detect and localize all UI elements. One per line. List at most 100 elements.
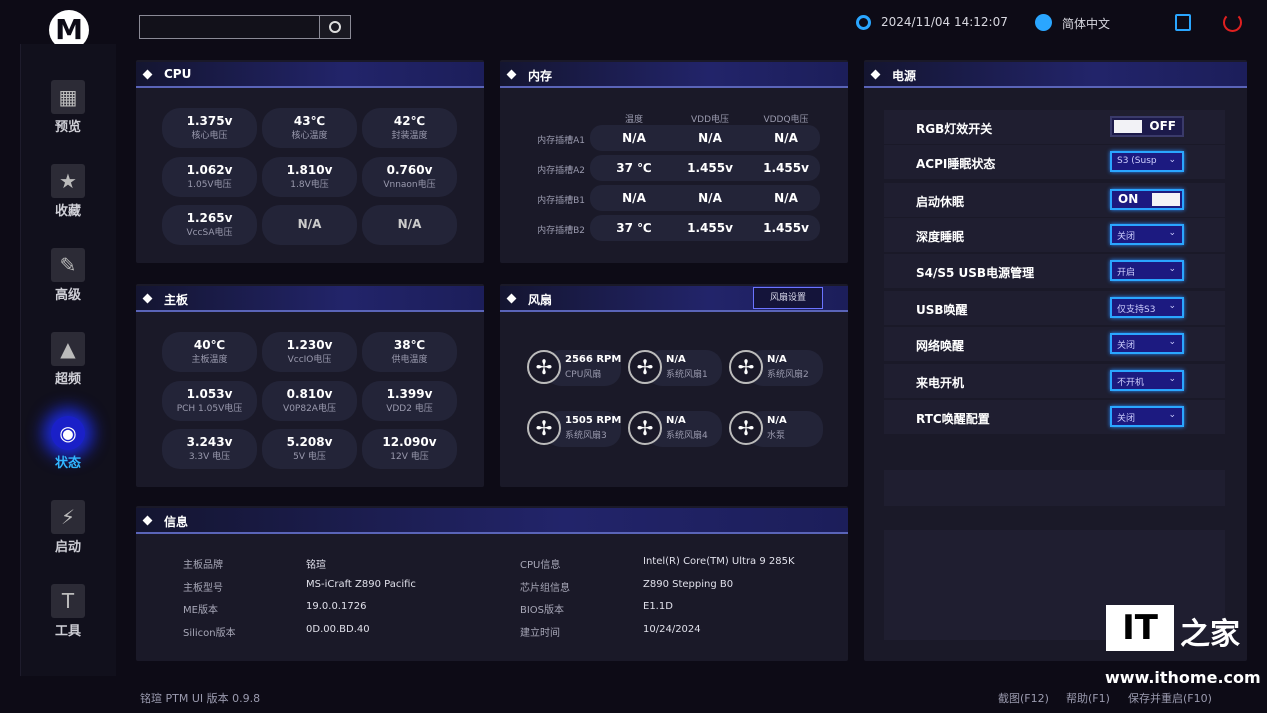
hammer-icon: T: [51, 584, 85, 618]
stat-value: 1.399v: [386, 387, 433, 401]
select-dropdown[interactable]: 不开机 ⌄: [1110, 370, 1184, 391]
cpu-stat-tile: N/A: [362, 205, 457, 245]
select-dropdown[interactable]: 关闭 ⌄: [1110, 333, 1184, 354]
cpu-stat-tile: 1.810v 1.8V电压: [262, 157, 357, 197]
save-restart-button[interactable]: 保存并重启(F10): [1128, 692, 1212, 705]
fan-item: ✢ N/A 系统风扇4: [628, 409, 722, 447]
stat-value: 1.375v: [186, 114, 233, 128]
memory-value: 1.455v: [763, 221, 809, 235]
info-label: BIOS版本: [520, 605, 565, 616]
fan-settings-button[interactable]: 风扇设置: [753, 287, 823, 309]
fan-icon: ✢: [527, 411, 561, 445]
cpu-stat-tile: 42℃ 封装温度: [362, 108, 457, 148]
memory-row: [590, 215, 820, 241]
info-value: E1.1D: [643, 601, 673, 612]
language-selector[interactable]: 简体中文: [1062, 17, 1111, 31]
info-value: Intel(R) Core(TM) Ultra 9 285K: [643, 556, 795, 567]
memory-row: [590, 125, 820, 151]
info-label: 建立时间: [520, 627, 560, 639]
fan-speed: 2566 RPM: [565, 354, 622, 365]
save-icon[interactable]: [1175, 14, 1191, 31]
setting-label: 深度睡眠: [916, 230, 965, 244]
chevron-down-icon: ⌄: [1168, 374, 1176, 384]
info-label: 芯片组信息: [520, 582, 570, 594]
setting-label: RGB灯效开关: [916, 122, 993, 136]
stat-label: VDD2 电压: [386, 404, 433, 414]
sidebar-item-3[interactable]: ▲ 超频: [28, 332, 108, 387]
sidebar-item-5[interactable]: ⚡ 启动: [28, 500, 108, 555]
info-label: Silicon版本: [183, 627, 236, 639]
sidebar-item-1[interactable]: ★ 收藏: [28, 164, 108, 219]
memory-value: 1.455v: [763, 161, 809, 175]
fan-speed: N/A: [767, 415, 787, 426]
power-setting-row: 深度睡眠 关闭 ⌄: [884, 218, 1225, 252]
fan-label: CPU风扇: [565, 370, 602, 380]
stat-label: 1.05V电压: [187, 180, 232, 190]
select-dropdown[interactable]: 仅支持S3 ⌄: [1110, 297, 1184, 318]
power-setting-row: USB唤醒 仅支持S3 ⌄: [884, 291, 1225, 325]
search-button[interactable]: [319, 15, 351, 39]
stat-label: 供电温度: [391, 355, 428, 365]
toggle-switch[interactable]: ON: [1110, 189, 1184, 210]
stat-value: 0.810v: [286, 387, 333, 401]
globe-icon[interactable]: [1035, 14, 1052, 31]
chevron-down-icon: ⌄: [1168, 337, 1176, 347]
stat-value: 3.243v: [186, 435, 233, 449]
stat-label: VccIO电压: [287, 355, 332, 365]
memory-column-header: 温度: [624, 115, 643, 125]
board-stat-tile: 5.208v 5V 电压: [262, 429, 357, 469]
cpu-stat-tile: 1.265v VccSA电压: [162, 205, 257, 245]
memory-value: 37 ℃: [616, 161, 652, 175]
fan-item: ✢ 2566 RPM CPU风扇: [527, 348, 621, 386]
help-button[interactable]: 帮助(F1): [1066, 692, 1110, 705]
stat-label: 1.8V电压: [290, 180, 329, 190]
stat-value: 1.230v: [286, 338, 333, 352]
sidebar-item-label: 收藏: [54, 204, 81, 219]
memory-value: 37 ℃: [616, 221, 652, 235]
select-dropdown[interactable]: 关闭 ⌄: [1110, 224, 1184, 245]
stat-label: 核心温度: [291, 131, 328, 141]
memory-value: 1.455v: [687, 161, 733, 175]
select-value: 关闭: [1117, 232, 1136, 242]
fan-icon: ✢: [729, 350, 763, 384]
search-input[interactable]: [139, 15, 320, 39]
setting-label: S4/S5 USB电源管理: [916, 266, 1035, 280]
stat-label: 主板温度: [191, 355, 228, 365]
power-setting-row: 启动休眠 ON: [884, 183, 1225, 217]
fan-icon: ✢: [729, 411, 763, 445]
cpu-stat-tile: 1.062v 1.05V电压: [162, 157, 257, 197]
board-stat-tile: 12.090v 12V 电压: [362, 429, 457, 469]
fan-speed: N/A: [767, 354, 787, 365]
board-stat-tile: 40℃ 主板温度: [162, 332, 257, 372]
panel-title: 内存: [528, 69, 553, 83]
stat-value: 5.208v: [286, 435, 333, 449]
chevron-down-icon: ⌄: [1168, 301, 1176, 311]
sidebar-item-label: 工具: [54, 624, 81, 639]
select-dropdown[interactable]: 关闭 ⌄: [1110, 406, 1184, 427]
board-stat-tile: 3.243v 3.3V 电压: [162, 429, 257, 469]
screenshot-button[interactable]: 截图(F12): [998, 692, 1049, 705]
panel-title: 电源: [892, 69, 917, 83]
toggle-switch[interactable]: OFF: [1110, 116, 1184, 137]
power-icon[interactable]: [1223, 13, 1242, 32]
setting-label: ACPI睡眠状态: [916, 157, 996, 171]
stat-value: 0.760v: [386, 163, 433, 177]
stat-label: 5V 电压: [293, 452, 326, 462]
select-dropdown[interactable]: 开启 ⌄: [1110, 260, 1184, 281]
memory-value: N/A: [774, 131, 798, 145]
memory-value: N/A: [622, 131, 646, 145]
select-dropdown[interactable]: S3 (Susp ⌄: [1110, 151, 1184, 172]
memory-value: N/A: [622, 191, 646, 205]
fan-speed: N/A: [666, 354, 686, 365]
sidebar-item-6[interactable]: T 工具: [28, 584, 108, 639]
sidebar-item-2[interactable]: ✎ 高级: [28, 248, 108, 303]
memory-slot-label: 内存插槽B2: [537, 226, 585, 236]
select-value: 开启: [1117, 268, 1136, 278]
board-stat-tile: 0.810v V0P82A电压: [262, 381, 357, 421]
fan-label: 系统风扇1: [666, 370, 708, 380]
setting-label: RTC唤醒配置: [916, 412, 990, 426]
sidebar-item-4[interactable]: ◉ 状态: [28, 416, 108, 471]
sidebar-item-0[interactable]: ▦ 预览: [28, 80, 108, 135]
cpu-stat-tile: 0.760v Vnnaon电压: [362, 157, 457, 197]
power-setting-row: RGB灯效开关 OFF: [884, 110, 1225, 144]
